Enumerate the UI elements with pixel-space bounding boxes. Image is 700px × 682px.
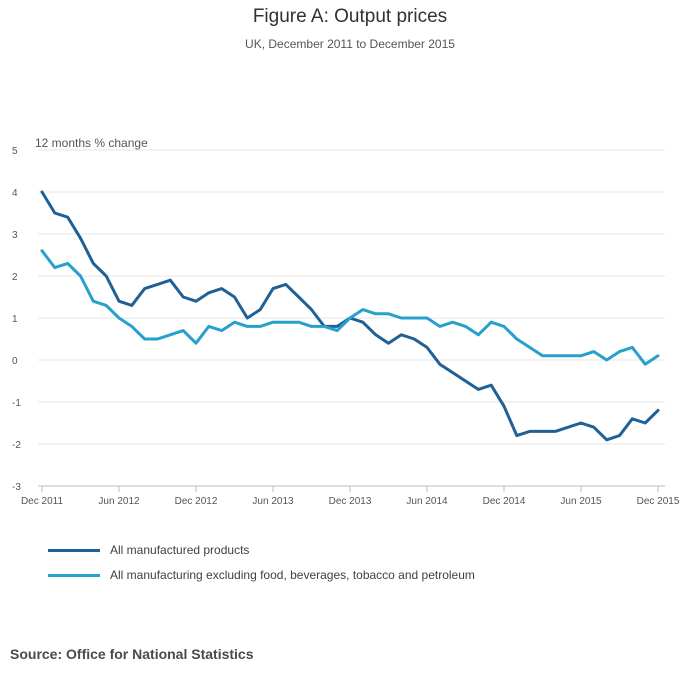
y-tick-label: -1 [12, 398, 21, 409]
x-tick-label: Jun 2015 [560, 496, 602, 507]
y-tick-label: 1 [12, 314, 18, 325]
chart-title: Figure A: Output prices [252, 6, 448, 27]
legend: All manufactured products All manufactur… [48, 540, 475, 590]
x-tick-label: Dec 2015 [637, 496, 680, 507]
y-tick-label: 0 [12, 356, 18, 367]
chart-subtitle: UK, December 2011 to December 2015 [245, 37, 455, 51]
axis-layer: -3 -2 -1 0 1 2 3 4 5 Dec 2011 Jun 2012 Dec 2012 Jun … [12, 146, 680, 507]
source-note: Source: Office for National Statistics [10, 646, 254, 662]
legend-swatch-excluding-food [48, 573, 100, 577]
legend-item-excluding-food[interactable]: All manufacturing excluding food, bevera… [48, 565, 475, 585]
y-tick-label: -2 [12, 440, 21, 451]
series-layer [40, 190, 660, 442]
legend-label-excluding-food: All manufacturing excluding food, bevera… [110, 568, 475, 582]
series-line-1 [40, 249, 660, 366]
y-axis-label: 12 months % change [35, 136, 148, 150]
x-tick-label: Jun 2014 [406, 496, 448, 507]
x-tick-label: Dec 2011 [21, 496, 64, 507]
x-tick-label: Jun 2012 [98, 496, 140, 507]
y-tick-label: 4 [12, 188, 18, 199]
x-tick-label: Dec 2013 [329, 496, 372, 507]
y-tick-label: 2 [12, 272, 18, 283]
y-tick-label: 3 [12, 230, 18, 241]
x-tick-label: Jun 2013 [252, 496, 294, 507]
y-tick-label: 5 [12, 146, 18, 157]
x-tick-label: Dec 2012 [175, 496, 218, 507]
series-line-0 [40, 190, 660, 442]
legend-swatch-all-manufactured [48, 548, 100, 552]
legend-item-all-manufactured[interactable]: All manufactured products [48, 540, 475, 560]
y-tick-label: -3 [12, 482, 21, 493]
x-tick-label: Dec 2014 [483, 496, 526, 507]
legend-label-all-manufactured: All manufactured products [110, 543, 250, 557]
